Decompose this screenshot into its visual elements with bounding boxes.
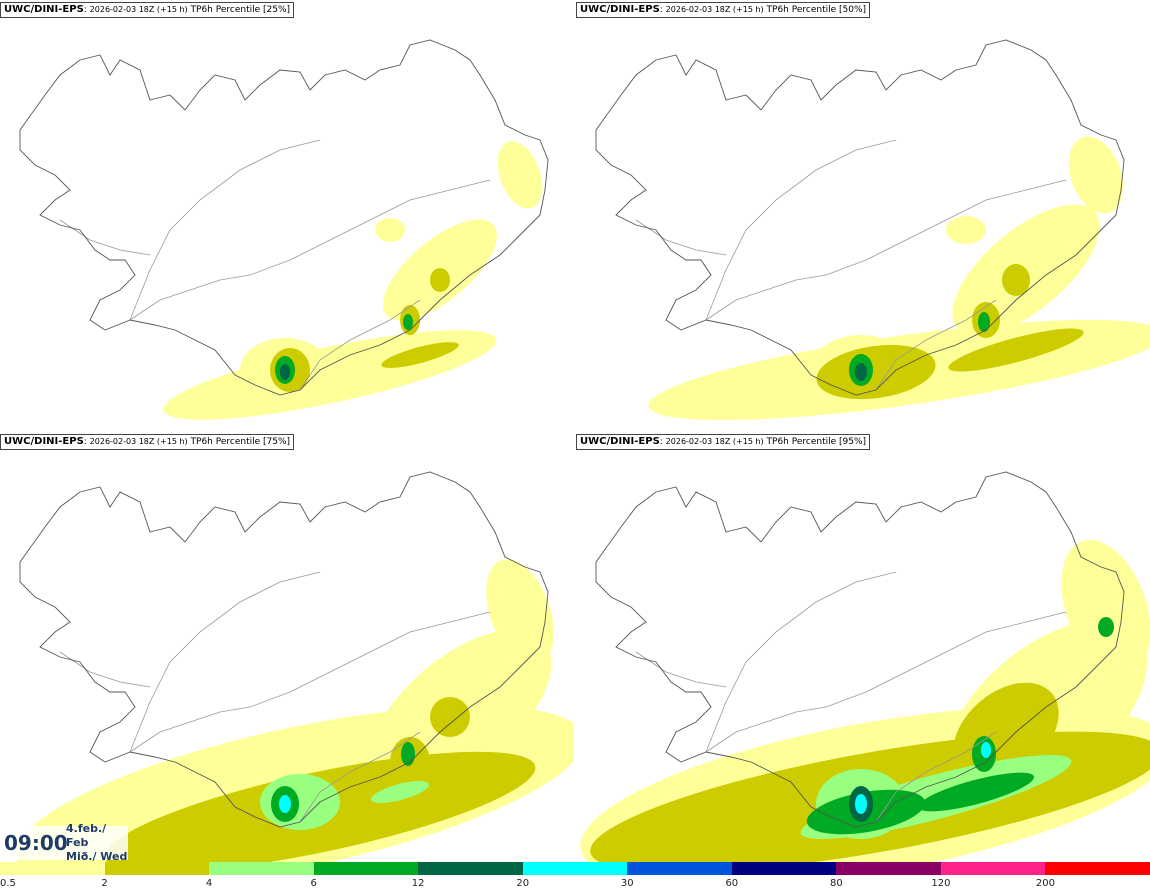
legend-tick-label: 60 xyxy=(725,878,739,889)
valid-time-stamp: 09:00 4.feb./ Feb Mið./ Wed xyxy=(0,822,128,863)
road-line xyxy=(299,731,421,823)
legend-tick-label: 12 xyxy=(411,878,425,889)
legend-swatch xyxy=(940,862,1046,875)
precip-contour-l4 xyxy=(917,772,1035,812)
map-panel-25: UWC/DINI-EPS: 2026-02-03 18Z (+15 h) TP6… xyxy=(0,0,574,430)
legend-tick-label: 200 xyxy=(1035,878,1055,889)
precip-contour-l4 xyxy=(1098,617,1114,637)
precip-contour-l6 xyxy=(855,794,867,814)
legend-swatch xyxy=(209,862,314,875)
road-line xyxy=(129,179,491,321)
color-legend: 0.5 2 4 6 12 20 30 60 80 120 200 xyxy=(0,862,1150,891)
road-line xyxy=(129,571,321,753)
precipitation-map xyxy=(15,471,574,862)
precip-contour-l5 xyxy=(280,364,290,380)
road-line xyxy=(705,571,897,753)
road-line xyxy=(875,731,997,823)
precip-contour-l4 xyxy=(978,312,990,332)
precip-contour-l2 xyxy=(816,344,936,400)
valid-date: 4.feb./ Feb Mið./ Wed xyxy=(64,822,128,864)
precip-contour-l1 xyxy=(1068,136,1124,214)
road-line xyxy=(705,139,897,321)
legend-swatch xyxy=(104,862,210,875)
legend-swatch xyxy=(0,862,105,875)
iceland-coastline xyxy=(19,471,549,828)
panel-title: UWC/DINI-EPS: 2026-02-03 18Z (+15 h) TP6… xyxy=(576,434,871,450)
precip-contour-l1 xyxy=(163,330,497,420)
precipitation-map xyxy=(19,39,549,420)
precip-contour-l2 xyxy=(430,697,470,737)
precip-contour-l1 xyxy=(497,141,543,209)
road-line xyxy=(59,219,151,256)
legend-color-bar xyxy=(0,862,1150,875)
precip-contour-l1 xyxy=(946,216,986,244)
road-line xyxy=(129,139,321,321)
map-panel-95: UWC/DINI-EPS: 2026-02-03 18Z (+15 h) TP6… xyxy=(576,432,1150,862)
road-line xyxy=(59,651,151,688)
precip-contour-l1 xyxy=(1061,539,1150,675)
legend-swatch xyxy=(627,862,732,875)
panel-title: UWC/DINI-EPS: 2026-02-03 18Z (+15 h) TP6… xyxy=(0,2,295,18)
legend-swatch xyxy=(522,862,628,875)
legend-swatch xyxy=(836,862,941,875)
valid-time: 09:00 xyxy=(4,831,68,855)
road-line xyxy=(129,611,491,753)
precipitation-map xyxy=(595,39,1150,421)
precip-contour-l2 xyxy=(1002,264,1030,296)
legend-tick-label: 20 xyxy=(516,878,530,889)
valid-date-line2: Mið./ Wed xyxy=(66,850,128,863)
precip-contour-l5 xyxy=(855,363,867,381)
legend-tick-label: 80 xyxy=(829,878,843,889)
legend-tick-label: 30 xyxy=(620,878,634,889)
legend-tick-label: 0.5 xyxy=(0,878,16,889)
precip-contour-l2 xyxy=(948,328,1084,372)
panel-title: UWC/DINI-EPS: 2026-02-03 18Z (+15 h) TP6… xyxy=(0,434,295,450)
iceland-coastline xyxy=(595,471,1125,828)
legend-tick-label: 6 xyxy=(310,878,317,889)
legend-swatch xyxy=(313,862,419,875)
iceland-coastline xyxy=(19,39,549,396)
legend-tick-label: 120 xyxy=(931,878,951,889)
precip-contour-l4 xyxy=(401,742,415,766)
legend-swatch xyxy=(731,862,837,875)
road-line xyxy=(635,651,727,688)
legend-tick-label: 4 xyxy=(205,878,213,889)
precip-contour-l1 xyxy=(486,559,554,665)
road-line xyxy=(299,299,421,391)
valid-date-line1: 4.feb./ Feb xyxy=(66,822,107,849)
precip-contour-l2 xyxy=(430,268,450,292)
precip-contour-l6 xyxy=(279,795,291,813)
road-line xyxy=(635,219,727,256)
iceland-coastline xyxy=(595,39,1125,396)
precip-contour-l3 xyxy=(370,781,430,803)
map-panel-75: UWC/DINI-EPS: 2026-02-03 18Z (+15 h) TP6… xyxy=(0,432,574,862)
precip-contour-l2 xyxy=(381,342,459,368)
road-line xyxy=(875,299,997,391)
precip-contour-l1 xyxy=(375,218,405,242)
legend-swatch xyxy=(1045,862,1150,875)
legend-swatch xyxy=(418,862,523,875)
legend-tick-label: 2 xyxy=(101,878,108,889)
road-line xyxy=(705,611,1067,753)
map-panel-50: UWC/DINI-EPS: 2026-02-03 18Z (+15 h) TP6… xyxy=(576,0,1150,430)
road-line xyxy=(705,179,1067,321)
panel-title: UWC/DINI-EPS: 2026-02-03 18Z (+15 h) TP6… xyxy=(576,2,871,18)
precip-contour-l4 xyxy=(403,314,413,330)
precipitation-map xyxy=(580,471,1150,862)
precip-contour-l6 xyxy=(981,742,991,758)
